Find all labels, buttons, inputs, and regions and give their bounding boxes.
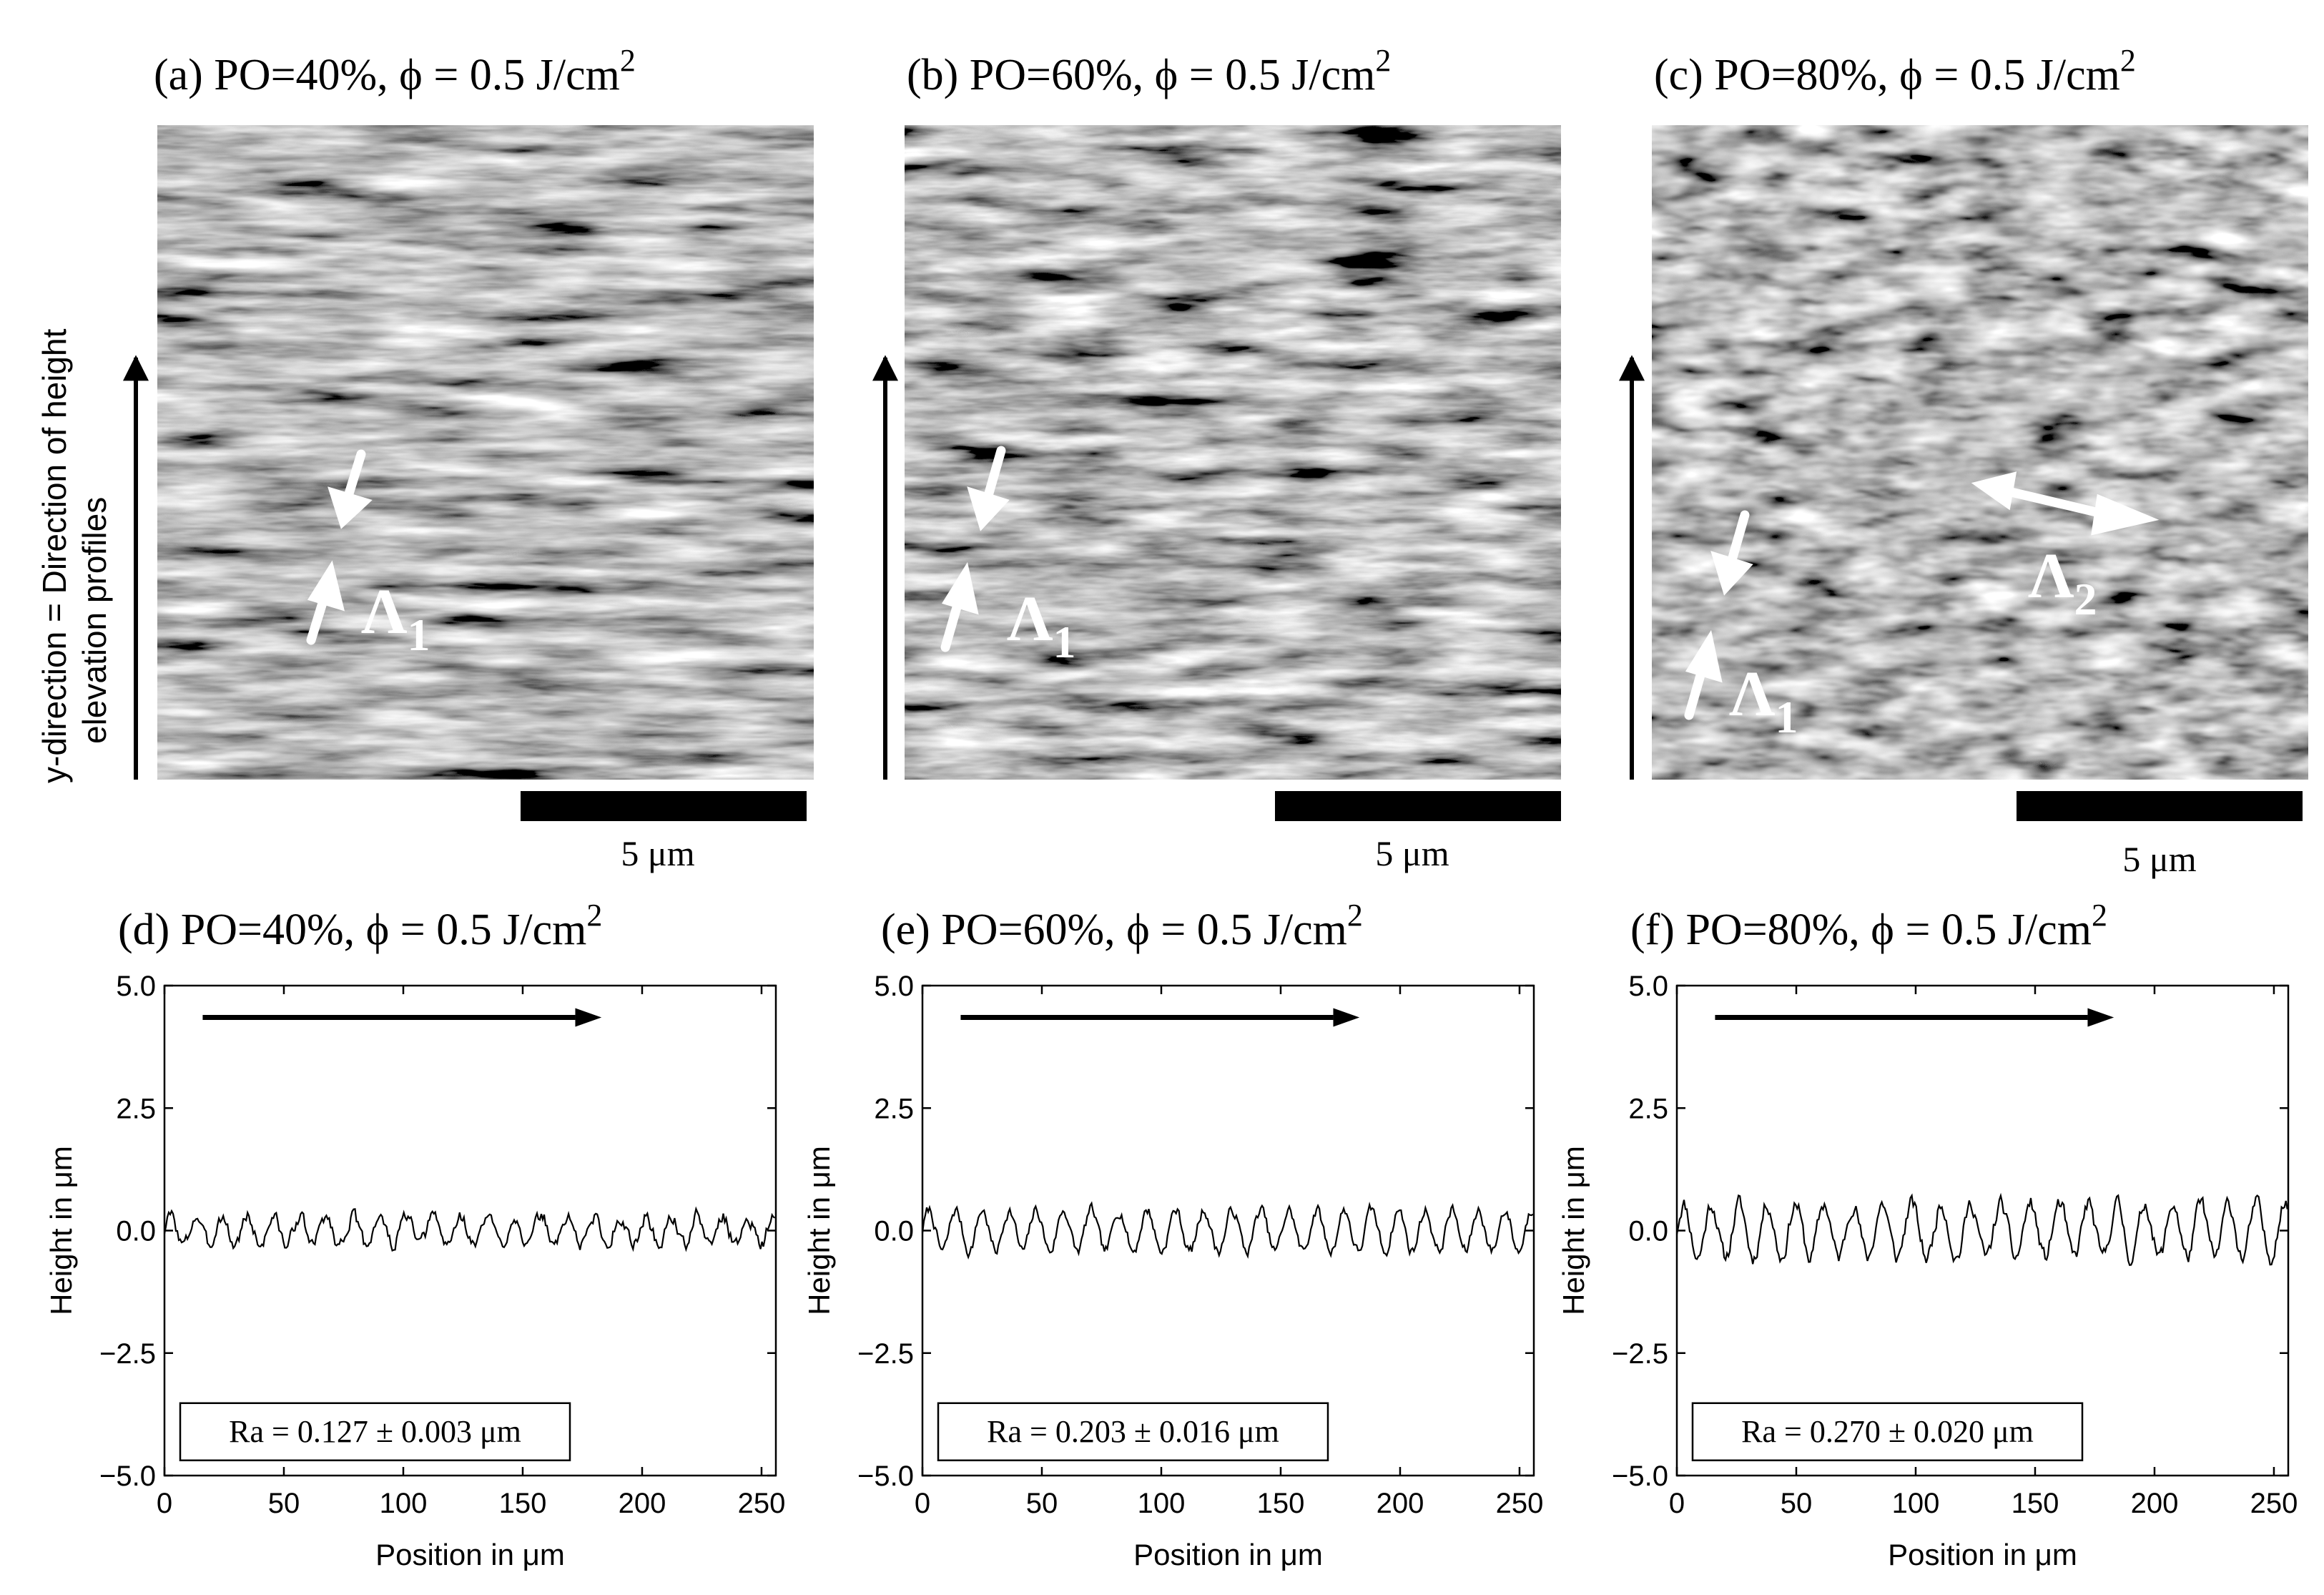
scan-direction-arrowhead-e — [1333, 1008, 1360, 1027]
x-tick-label-e: 150 — [1257, 1488, 1305, 1519]
y-tick-label-d: 5.0 — [116, 971, 156, 1002]
x-tick-label-d: 0 — [157, 1488, 172, 1519]
sem-image-a — [157, 125, 814, 780]
chart-title-d: (d) PO=40%, ϕ = 0.5 J/cm2 — [118, 898, 602, 954]
height-profile-chart-e: (e) PO=60%, ϕ = 0.5 J/cm2 0 50 100 150 200 250… — [802, 898, 1543, 1571]
lambda-label-c1: Λ1 — [1729, 659, 1798, 742]
chart-title-f: (f) PO=80%, ϕ = 0.5 J/cm2 — [1630, 898, 2107, 954]
y-tick-label-f: 5.0 — [1628, 971, 1668, 1002]
chart-title-e: (e) PO=60%, ϕ = 0.5 J/cm2 — [881, 898, 1363, 954]
y-tick-label-f: 0.0 — [1628, 1216, 1668, 1247]
x-axis-label-f: Position in μm — [1888, 1538, 2077, 1571]
sem-panel-c: (c) PO=80%, ϕ = 0.5 J/cm2 Λ1 Λ2 5 μm — [1652, 43, 2308, 879]
side-label-line1: y-direction = Direction of height — [36, 328, 73, 783]
lambda-label-c2: Λ2 — [2028, 541, 2097, 624]
y-tick-label-e: 2.5 — [874, 1093, 914, 1124]
scan-direction-arrowhead-d — [575, 1008, 602, 1027]
plot-frame-e — [921, 984, 1535, 1477]
y-axis-label-e: Height in μm — [802, 1146, 836, 1315]
sem-title-b: (b) PO=60%, ϕ = 0.5 J/cm2 — [907, 43, 1391, 99]
x-axis-label-d: Position in μm — [375, 1538, 565, 1571]
sem-title-a: (a) PO=40%, ϕ = 0.5 J/cm2 — [154, 43, 636, 99]
y-tick-label-e: 5.0 — [874, 971, 914, 1002]
x-tick-label-f: 250 — [2250, 1488, 2298, 1519]
x-tick-label-d: 100 — [380, 1488, 428, 1519]
x-tick-label-d: 150 — [499, 1488, 547, 1519]
y-axis-label-d: Height in μm — [44, 1146, 78, 1315]
side-label-line2: elevation profiles — [76, 497, 113, 744]
period-arrows-c — [1684, 471, 2160, 720]
scale-bar-a — [521, 791, 807, 821]
sem-image-c — [1652, 125, 2308, 780]
x-tick-label-f: 50 — [1781, 1488, 1813, 1519]
x-tick-label-f: 0 — [1669, 1488, 1685, 1519]
scale-label-a: 5 μm — [621, 833, 694, 873]
period-arrows-a — [306, 449, 373, 645]
lambda-label-a: Λ1 — [361, 576, 430, 660]
x-tick-label-d: 250 — [738, 1488, 786, 1519]
x-tick-label-d: 200 — [619, 1488, 666, 1519]
plot-frame-f — [1675, 984, 2290, 1477]
x-tick-label-f: 150 — [2012, 1488, 2059, 1519]
x-tick-label-e: 100 — [1138, 1488, 1186, 1519]
height-profile-chart-f: (f) PO=80%, ϕ = 0.5 J/cm2 0 50 100 150 200 250… — [1557, 898, 2298, 1571]
ra-annotation-d: Ra = 0.127 ± 0.003 μm — [229, 1414, 521, 1449]
scan-direction-arrowhead-f — [2087, 1008, 2114, 1027]
x-tick-label-e: 200 — [1377, 1488, 1424, 1519]
x-tick-label-f: 100 — [1892, 1488, 1940, 1519]
y-tick-label-e: 0.0 — [874, 1216, 914, 1247]
x-axis-label-e: Position in μm — [1133, 1538, 1323, 1571]
height-profile-line-e — [921, 1201, 1534, 1260]
y-tick-label-d: 0.0 — [116, 1216, 156, 1247]
height-profile-line-d — [163, 1206, 776, 1252]
sem-panel-a: (a) PO=40%, ϕ = 0.5 J/cm2 Λ1 5 μm — [154, 43, 814, 873]
height-profile-line-f — [1675, 1192, 2288, 1267]
period-arrows-b — [940, 446, 1010, 652]
y-axis-label-f: Height in μm — [1557, 1146, 1590, 1315]
scale-label-b: 5 μm — [1375, 833, 1449, 873]
y-tick-label-e: −5.0 — [857, 1461, 914, 1492]
ra-annotation-box-f — [1691, 1402, 2084, 1461]
scale-label-c: 5 μm — [2122, 839, 2196, 879]
x-tick-label-d: 50 — [268, 1488, 300, 1519]
x-tick-label-f: 200 — [2131, 1488, 2179, 1519]
ra-annotation-box-e — [937, 1402, 1329, 1461]
ra-annotation-e: Ra = 0.203 ± 0.016 μm — [987, 1414, 1279, 1449]
y-tick-label-d: −5.0 — [99, 1461, 156, 1492]
scale-bar-b — [1275, 791, 1561, 821]
x-tick-label-e: 50 — [1026, 1488, 1058, 1519]
y-tick-label-d: 2.5 — [116, 1093, 156, 1124]
plot-frame-d — [163, 984, 777, 1477]
x-tick-label-e: 250 — [1496, 1488, 1544, 1519]
y-tick-label-f: −2.5 — [1612, 1338, 1668, 1370]
sem-title-c: (c) PO=80%, ϕ = 0.5 J/cm2 — [1654, 43, 2136, 99]
scale-bar-c — [2017, 791, 2303, 821]
y-tick-label-f: 2.5 — [1628, 1093, 1668, 1124]
lambda-label-b: Λ1 — [1007, 584, 1076, 667]
ra-annotation-f: Ra = 0.270 ± 0.020 μm — [1741, 1414, 2034, 1449]
y-tick-label-d: −2.5 — [99, 1338, 156, 1370]
y-direction-indicator: y-direction = Direction of height elevat… — [36, 328, 1645, 783]
sem-image-b — [905, 125, 1561, 780]
height-profile-chart-d: (d) PO=40%, ϕ = 0.5 J/cm2 0 50 100 150 200 250… — [44, 898, 785, 1571]
y-tick-label-f: −5.0 — [1612, 1461, 1668, 1492]
ra-annotation-box-d — [179, 1402, 571, 1461]
sem-panel-b: (b) PO=60%, ϕ = 0.5 J/cm2 Λ1 5 μm — [905, 43, 1561, 873]
x-tick-label-e: 0 — [915, 1488, 930, 1519]
y-tick-label-e: −2.5 — [857, 1338, 914, 1370]
